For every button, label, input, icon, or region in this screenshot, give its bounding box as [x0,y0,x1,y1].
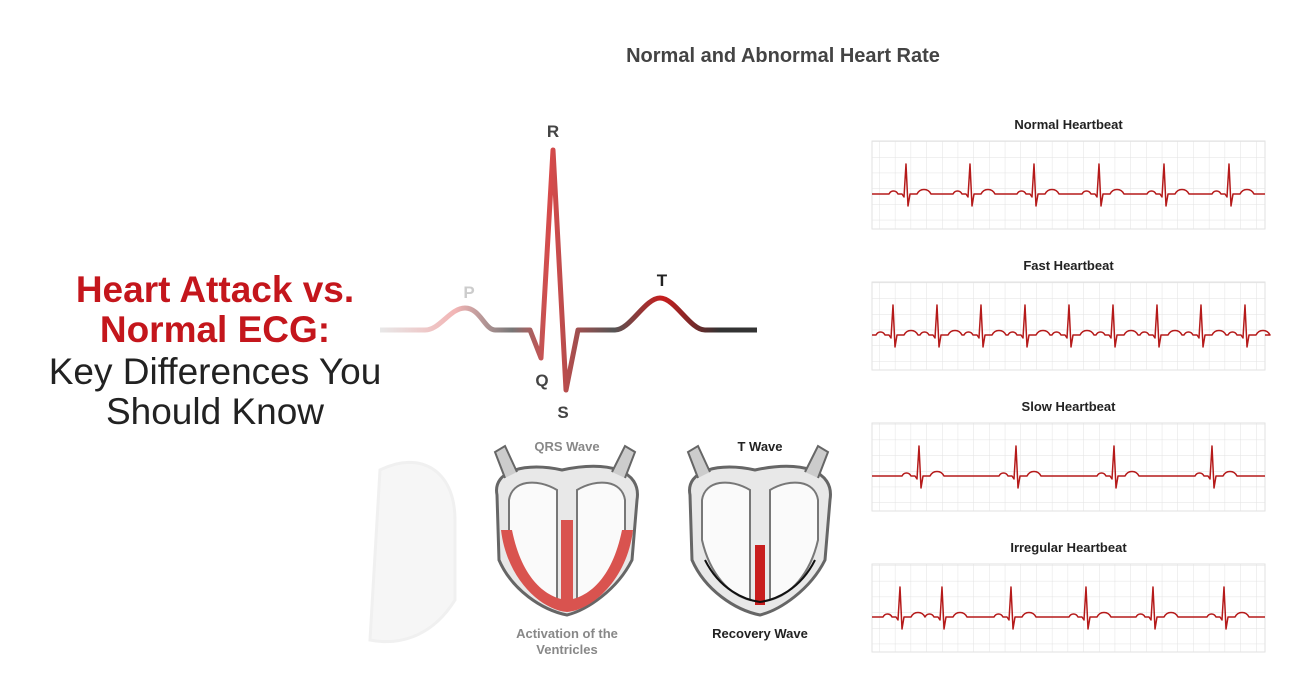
heart-vessel [611,444,637,479]
headline-line: Should Know [106,391,324,432]
strip-title: Fast Heartbeat [1023,258,1114,273]
headline-line: Normal ECG: [100,309,330,350]
strip-title: Normal Heartbeat [1014,117,1123,132]
heart-caption: Ventricles [536,642,597,657]
heart-title: QRS Wave [534,439,599,454]
diagram-title: Normal and Abnormal Heart Rate [626,45,940,67]
heart-caption: Recovery Wave [712,626,808,641]
strip-title: Irregular Heartbeat [1010,540,1127,555]
heart-activation [501,530,633,612]
ecg-wave [380,147,757,393]
wave-label: Q [535,371,548,390]
wave-label: T [657,271,668,290]
headline-line: Heart Attack vs. [76,269,354,310]
faded-heart [368,460,457,644]
strip-ecg [872,586,1265,630]
strip-title: Slow Heartbeat [1022,399,1117,414]
strips: Normal Heartbeat Fast Heartbeat Slow Heart… [871,117,1271,653]
heart-septum [755,545,765,605]
headline-line: Key Differences You [49,351,382,392]
strip-ecg [872,304,1271,348]
strip-grid [871,563,1266,653]
strip-ecg [872,163,1265,207]
strip-ecg [872,445,1265,489]
heart-vessel [493,444,518,479]
heart-recovery [704,559,816,604]
wave-label: S [557,403,568,422]
heart-caption: Activation of the [516,626,618,641]
strip-grid [871,422,1266,512]
strip-grid [871,140,1266,230]
wave-label: R [547,122,559,141]
wave-label: P [463,283,474,302]
heart-title: T Wave [737,439,782,454]
heart-vessel [804,444,830,479]
heart-vessel [686,444,711,479]
strip-grid [871,281,1266,371]
heart-septum [561,520,573,605]
